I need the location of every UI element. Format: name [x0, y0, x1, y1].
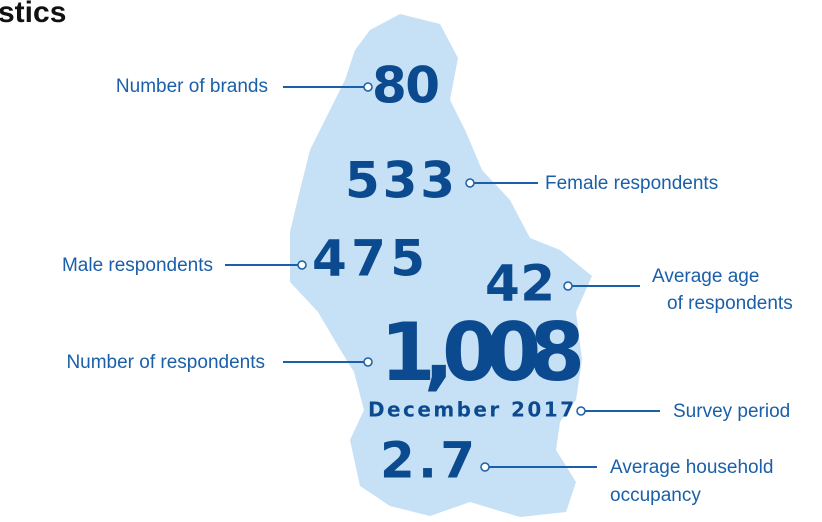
label: occupancy	[610, 485, 701, 506]
label: Number of respondents	[66, 352, 265, 373]
dot	[297, 260, 307, 270]
label: Survey period	[673, 401, 790, 422]
label: Average age	[652, 266, 759, 287]
value: 80	[372, 57, 440, 115]
label: Male respondents	[62, 255, 213, 276]
value: 475	[312, 230, 425, 288]
value: 1,008	[380, 306, 585, 399]
label: Number of brands	[116, 76, 268, 97]
dot	[576, 406, 586, 416]
label: Average household	[610, 457, 773, 478]
value: 42	[485, 255, 555, 313]
label: Female respondents	[545, 173, 718, 194]
value: 2.7	[380, 432, 475, 490]
dot	[563, 281, 573, 291]
title: stics	[0, 0, 66, 29]
dot	[363, 357, 373, 367]
map-shape	[290, 14, 592, 517]
label: of respondents	[667, 293, 793, 314]
dot	[363, 82, 373, 92]
dot	[480, 462, 490, 472]
dot	[465, 178, 475, 188]
value: 533	[345, 152, 455, 210]
